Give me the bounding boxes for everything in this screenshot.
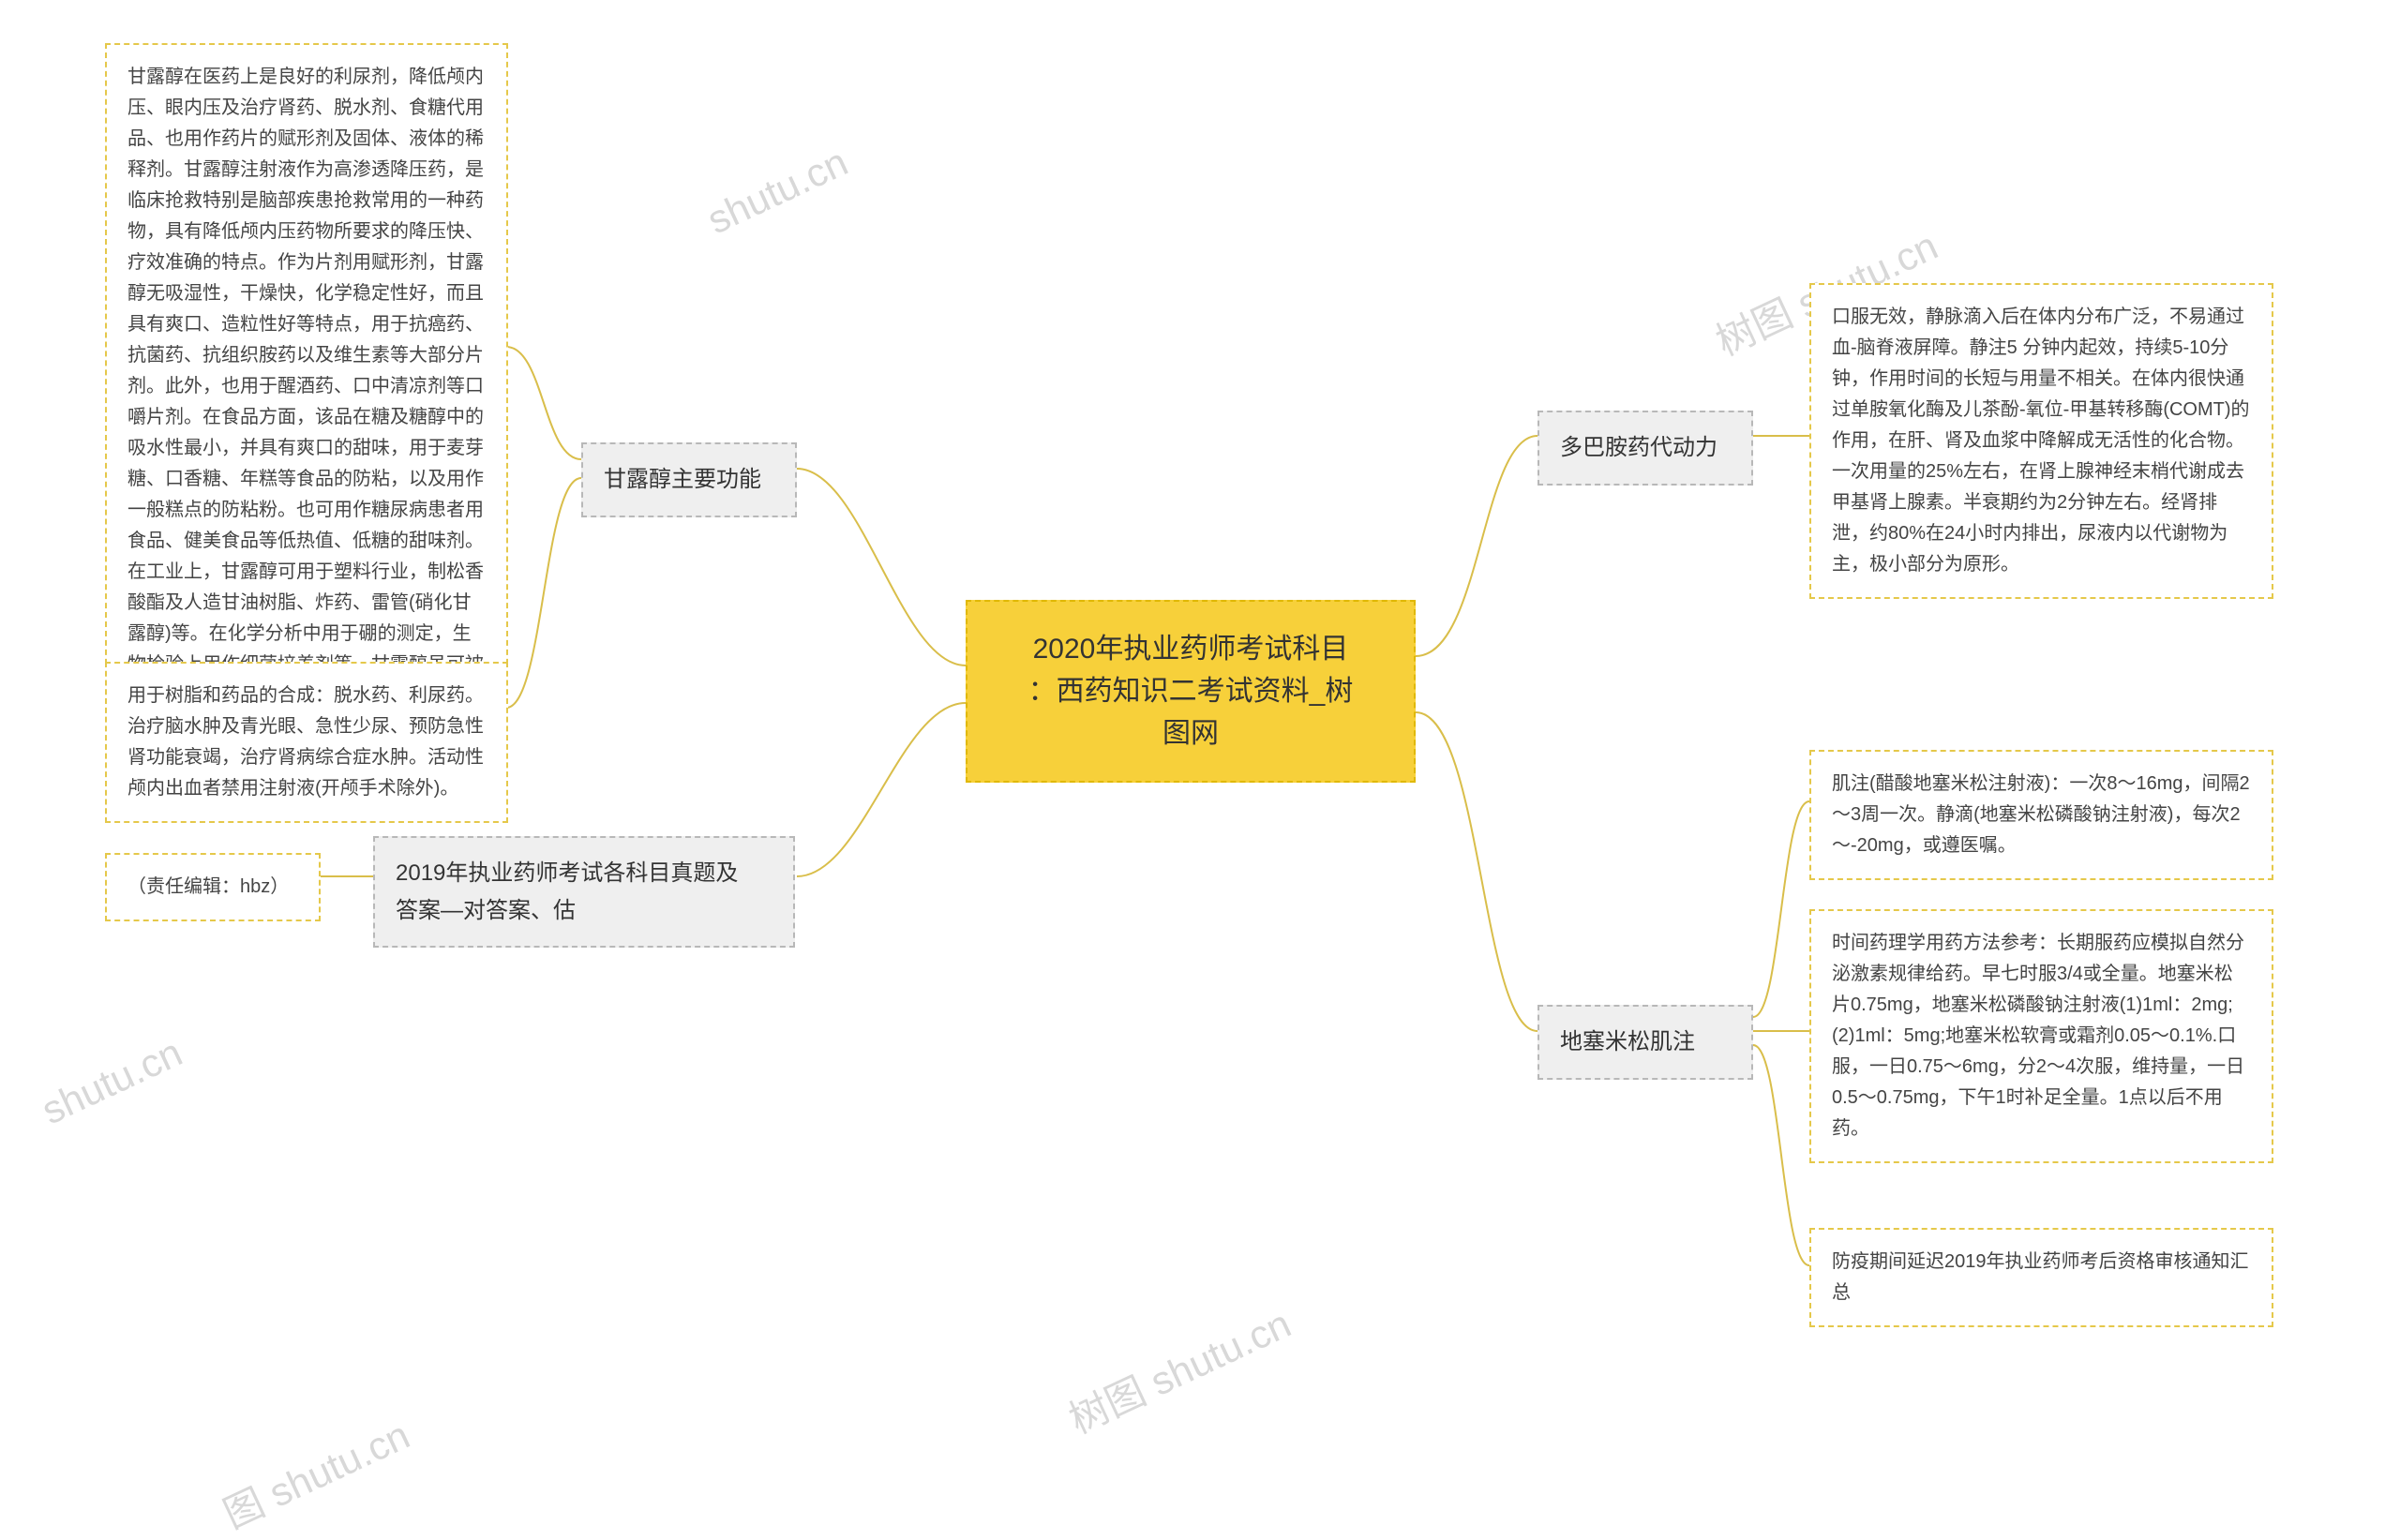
center-node: 2020年执业药师考试科目 ：西药知识二考试资料_树 图网 <box>966 600 1416 783</box>
dexamethasone-detail-1: 肌注(醋酸地塞米松注射液)：一次8～16mg，间隔2～3周一次。静滴(地塞米松磷… <box>1809 750 2273 880</box>
watermark: shutu.cn <box>700 140 854 244</box>
ganlu-detail-2: 用于树脂和药品的合成：脱水药、利尿药。治疗脑水肿及青光眼、急性少尿、预防急性肾功… <box>105 662 508 823</box>
branch-ganlu: 甘露醇主要功能 <box>581 442 797 517</box>
watermark: shutu.cn <box>35 1030 188 1134</box>
dopamine-detail: 口服无效，静脉滴入后在体内分布广泛，不易通过血-脑脊液屏障。静注5 分钟内起效，… <box>1809 283 2273 599</box>
dexamethasone-detail-3: 防疫期间延迟2019年执业药师考后资格审核通知汇总 <box>1809 1228 2273 1327</box>
branch-dexamethasone: 地塞米松肌注 <box>1538 1005 1753 1080</box>
dexamethasone-detail-2: 时间药理学用药方法参考：长期服药应模拟自然分泌激素规律给药。早七时服3/4或全量… <box>1809 909 2273 1163</box>
branch-2019: 2019年执业药师考试各科目真题及 答案—对答案、估 <box>373 836 795 948</box>
editor-note: （责任编辑：hbz） <box>105 853 321 921</box>
branch-dopamine: 多巴胺药代动力 <box>1538 411 1753 486</box>
watermark: 树图 shutu.cn <box>1058 1293 1298 1445</box>
watermark: 图 shutu.cn <box>213 1404 417 1540</box>
